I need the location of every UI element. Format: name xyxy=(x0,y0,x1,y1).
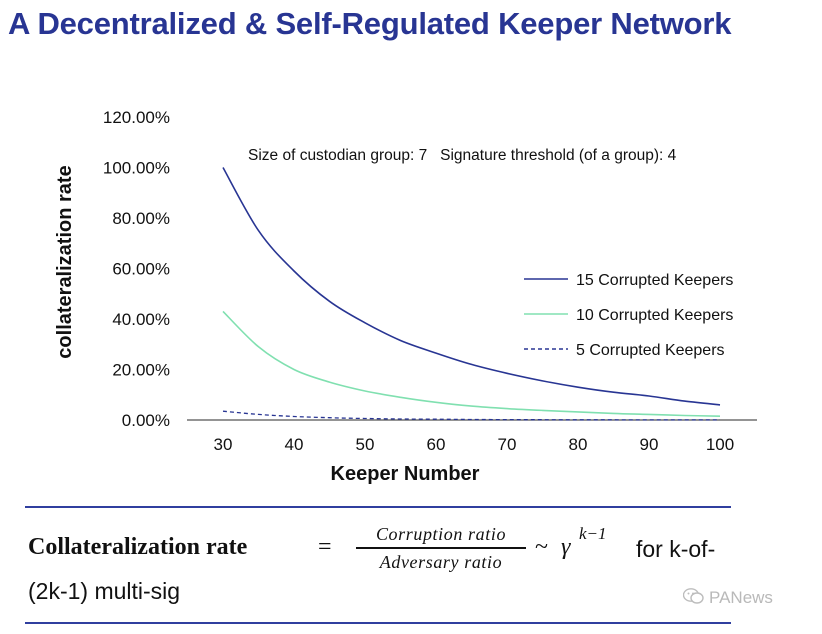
formula-lhs: Collateralization rate xyxy=(28,534,248,560)
x-tick-label: 50 xyxy=(356,435,375,454)
y-axis-title: collateralization rate xyxy=(54,165,76,358)
x-axis-title: Keeper Number xyxy=(331,463,480,485)
y-tick-label: 0.00% xyxy=(122,411,170,430)
chart-series xyxy=(222,167,721,421)
formula-numerator: Corruption ratio xyxy=(375,524,507,544)
formula-tilde: ~ xyxy=(535,534,548,560)
chart-legend: 15 Corrupted Keepers 10 Corrupted Keepers… xyxy=(524,272,733,359)
y-tick-label: 20.00% xyxy=(112,361,170,380)
page-title: A Decentralized & Self-Regulated Keeper … xyxy=(8,6,732,41)
divider-bottom xyxy=(25,622,731,624)
y-tick-label: 100.00% xyxy=(103,159,170,178)
chart-ticks: 30 40 50 60 70 80 90 100 0.00% 20.00% 40.00% 60.00%… xyxy=(103,108,734,454)
legend-label: 5 Corrupted Keepers xyxy=(576,342,725,359)
y-tick-label: 120.00% xyxy=(103,108,170,127)
formula-line-2: (2k-1) multi-sig xyxy=(28,578,181,604)
formula-denominator: Adversary ratio xyxy=(379,551,503,572)
y-tick-label: 80.00% xyxy=(112,209,170,228)
x-tick-label: 80 xyxy=(569,435,588,454)
series-line-1 xyxy=(222,167,721,406)
formula-equals: = xyxy=(318,534,332,560)
x-tick-label: 40 xyxy=(285,435,304,454)
x-tick-label: 100 xyxy=(706,435,734,454)
formula-tail: for k-of- xyxy=(636,536,716,562)
formula-fraction: Corruption ratio Adversary ratio xyxy=(356,522,526,574)
series-line-3 xyxy=(222,410,720,421)
y-tick-label: 40.00% xyxy=(112,310,170,329)
divider-top xyxy=(25,506,731,508)
watermark-text: PANews xyxy=(709,587,773,607)
wechat-icon xyxy=(682,587,705,610)
line-chart: 30 40 50 60 70 80 90 100 0.00% 20.00% 40.00% 60.00%… xyxy=(54,108,757,485)
x-tick-label: 70 xyxy=(498,435,517,454)
y-tick-label: 60.00% xyxy=(112,260,170,279)
legend-label: 10 Corrupted Keepers xyxy=(576,307,733,324)
formula-gamma: γ xyxy=(561,534,571,560)
series-line-2 xyxy=(222,310,721,417)
legend-label: 15 Corrupted Keepers xyxy=(576,272,733,289)
x-tick-label: 90 xyxy=(640,435,659,454)
x-tick-label: 60 xyxy=(427,435,446,454)
watermark: PANews xyxy=(682,587,773,610)
formula-exponent: k−1 xyxy=(579,524,607,543)
chart-annotation: Size of custodian group: 7 Signature thr… xyxy=(248,147,677,164)
x-tick-label: 30 xyxy=(214,435,233,454)
fraction-bar xyxy=(356,547,526,549)
